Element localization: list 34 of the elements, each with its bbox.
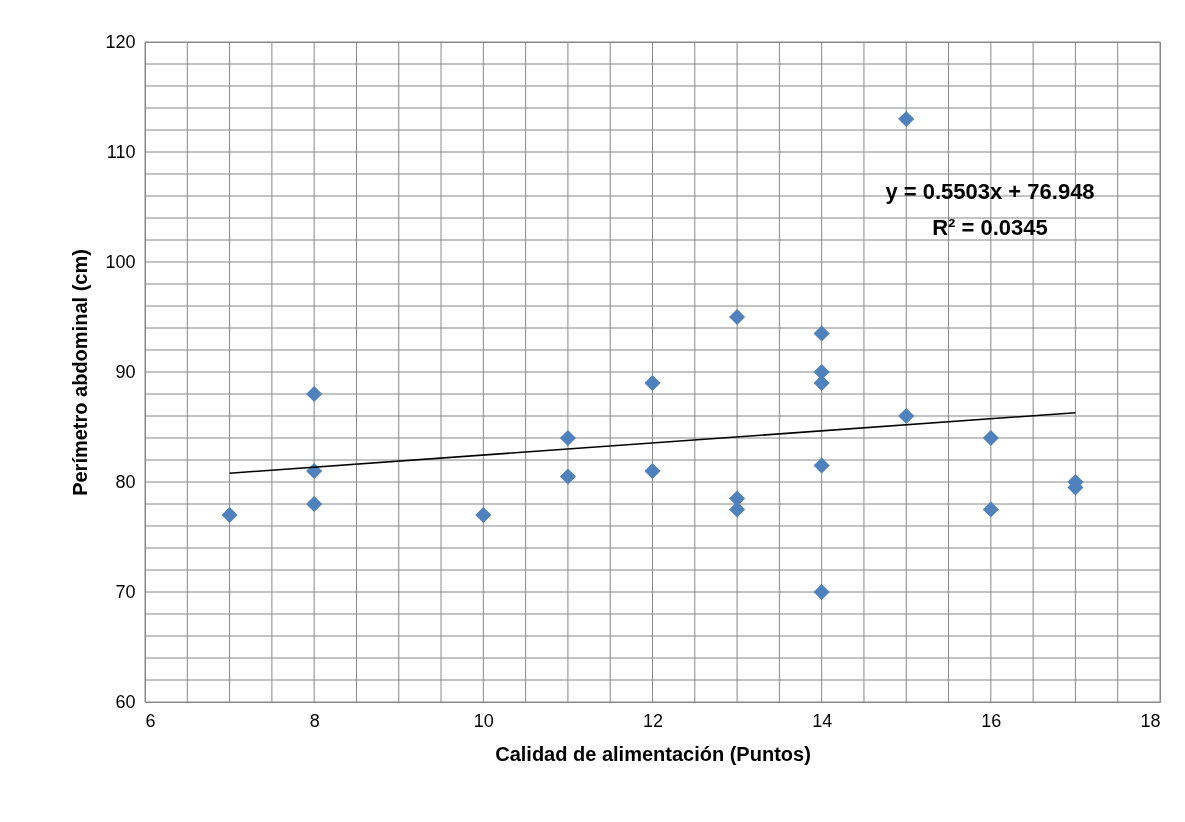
point [221, 506, 238, 524]
point [306, 495, 323, 513]
x-tick-label: 12 [642, 710, 664, 731]
point [559, 429, 576, 447]
y-tick-label: 100 [105, 251, 136, 272]
x-tick-label: 6 [145, 710, 156, 731]
y-tick-label: 80 [115, 471, 136, 492]
y-tick-label: 70 [115, 581, 136, 602]
y-tick-label: 60 [115, 691, 136, 712]
point [982, 501, 999, 518]
point [898, 407, 915, 425]
x-tick-label: 8 [309, 710, 320, 731]
point [559, 468, 576, 485]
point [982, 429, 999, 447]
x-axis-title: Calidad de alimentación (Puntos) [495, 742, 811, 765]
y-tick-label: 110 [106, 141, 136, 162]
point [729, 308, 746, 326]
x-tick-label: 14 [812, 710, 833, 731]
point [306, 385, 323, 403]
y-tick-label: 120 [105, 31, 136, 52]
y-axis-title: Perímetro abdominal (cm) [69, 249, 92, 496]
x-tick-label: 18 [1140, 710, 1161, 731]
point [813, 457, 830, 474]
point [898, 110, 915, 128]
x-tick-label: 10 [473, 710, 494, 731]
point [813, 325, 830, 342]
point [813, 583, 830, 601]
point [644, 374, 661, 392]
annotation: R² = 0.0345 [932, 215, 1048, 240]
y-tick-label: 90 [115, 361, 136, 382]
point [644, 462, 661, 480]
point [475, 506, 492, 524]
annotation: y = 0.5503x + 76.948 [885, 179, 1095, 204]
x-tick-label: 16 [981, 710, 1002, 731]
